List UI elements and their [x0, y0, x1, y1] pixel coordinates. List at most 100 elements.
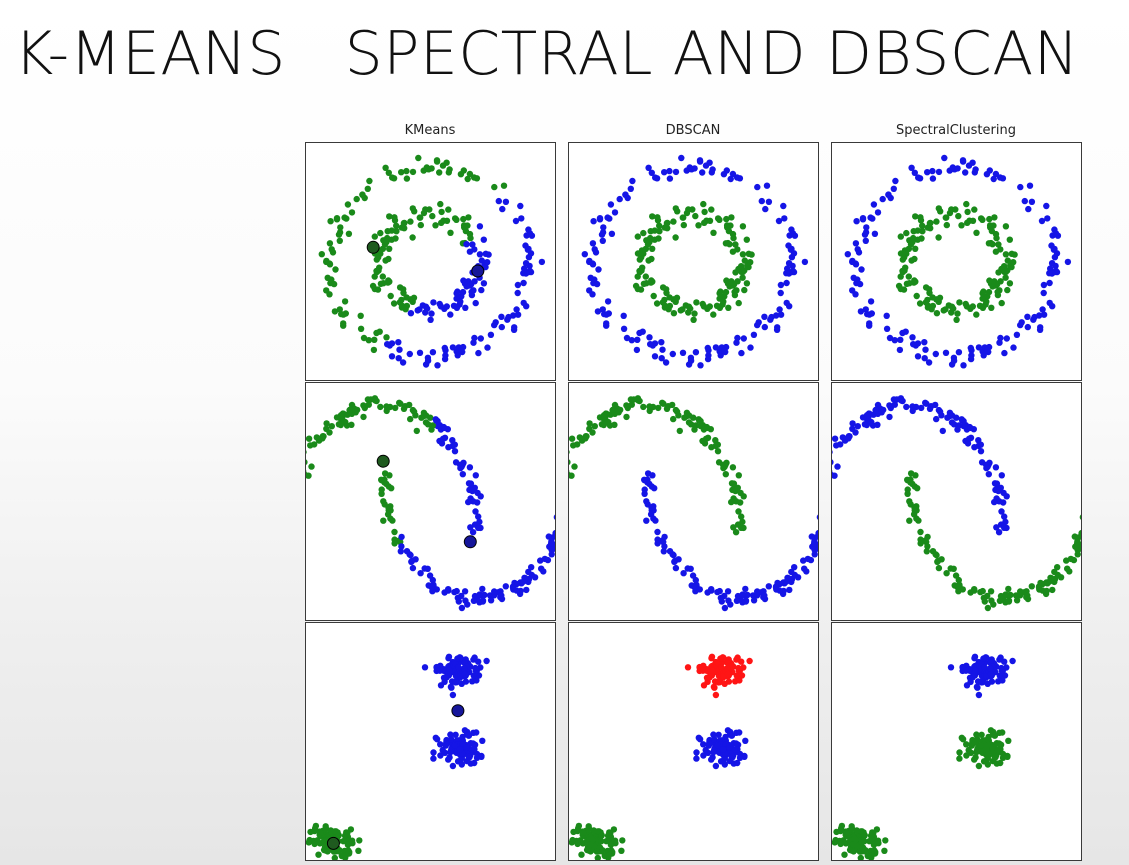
data-point: [838, 822, 846, 830]
data-point: [476, 251, 484, 258]
data-point: [706, 217, 714, 224]
data-point: [637, 286, 645, 293]
data-point: [424, 565, 431, 572]
data-point: [661, 533, 668, 541]
data-point: [963, 200, 970, 208]
data-point: [848, 823, 855, 830]
data-point: [476, 223, 484, 230]
data-point: [955, 422, 962, 429]
data-point: [601, 310, 608, 318]
data-point: [646, 407, 653, 415]
data-point: [439, 746, 446, 754]
data-point: [520, 279, 527, 287]
data-point: [886, 413, 893, 421]
data-point: [470, 597, 478, 604]
data-point: [658, 355, 665, 362]
data-point: [329, 249, 337, 256]
data-point: [378, 486, 385, 493]
data-point: [586, 258, 593, 266]
data-point: [341, 298, 349, 305]
data-point: [943, 221, 950, 229]
data-point: [569, 839, 575, 846]
data-point: [380, 517, 387, 524]
data-point: [1005, 585, 1012, 593]
data-point: [926, 405, 934, 412]
data-point: [841, 851, 848, 858]
data-point: [611, 209, 619, 216]
data-point: [666, 175, 674, 182]
data-point: [417, 221, 424, 229]
data-point: [403, 175, 411, 182]
data-point: [417, 570, 424, 577]
data-point: [724, 224, 731, 231]
data-point: [465, 498, 472, 506]
data-point: [341, 214, 348, 221]
data-point: [992, 170, 1000, 178]
data-point: [850, 848, 857, 855]
data-point: [850, 274, 857, 281]
data-point: [471, 759, 478, 767]
data-point: [954, 165, 961, 172]
data-point: [1051, 245, 1058, 253]
data-point: [722, 288, 730, 296]
data-point: [988, 304, 995, 311]
data-point: [366, 177, 373, 185]
data-point: [367, 396, 374, 403]
data-point: [629, 177, 636, 185]
data-point: [714, 448, 722, 455]
data-point: [758, 197, 765, 205]
data-point: [480, 280, 488, 287]
data-point: [649, 245, 656, 252]
data-point: [433, 157, 441, 164]
data-point: [923, 548, 930, 555]
data-point: [410, 408, 418, 415]
data-point: [700, 200, 707, 208]
data-point: [1044, 215, 1051, 222]
data-point: [463, 241, 470, 248]
data-point: [997, 759, 1004, 767]
data-point: [1026, 182, 1034, 189]
data-point: [776, 306, 783, 313]
data-point: [1002, 223, 1010, 230]
data-point: [527, 268, 535, 276]
cluster-center-marker: [326, 836, 340, 850]
data-point: [956, 755, 963, 762]
data-point: [377, 229, 384, 237]
data-point: [672, 168, 680, 176]
data-point: [680, 570, 687, 577]
data-point: [715, 731, 722, 738]
data-point: [1064, 258, 1072, 266]
data-point: [345, 847, 352, 854]
data-point: [971, 444, 978, 451]
data-point: [886, 402, 893, 409]
data-point: [600, 224, 607, 231]
data-point: [473, 754, 481, 761]
data-point: [732, 487, 739, 495]
data-point: [461, 588, 469, 595]
data-point: [687, 305, 694, 312]
data-point: [385, 504, 392, 511]
data-point: [590, 827, 597, 834]
data-point: [891, 337, 898, 344]
data-point: [986, 277, 993, 284]
data-point: [750, 331, 758, 338]
data-point: [466, 464, 474, 471]
data-point: [479, 598, 487, 605]
data-point: [912, 213, 919, 220]
data-point: [704, 344, 711, 352]
data-point: [469, 241, 476, 248]
data-point: [569, 473, 570, 478]
data-point: [576, 434, 583, 441]
data-point: [452, 459, 460, 466]
data-point: [706, 303, 713, 310]
data-point: [872, 406, 879, 414]
data-point: [646, 238, 653, 246]
data-point: [739, 223, 747, 230]
data-point: [483, 657, 490, 665]
data-point: [459, 288, 467, 296]
data-point: [526, 230, 534, 237]
data-point: [666, 167, 673, 175]
data-point: [457, 464, 464, 472]
data-point: [1036, 326, 1044, 333]
data-point: [833, 442, 840, 449]
